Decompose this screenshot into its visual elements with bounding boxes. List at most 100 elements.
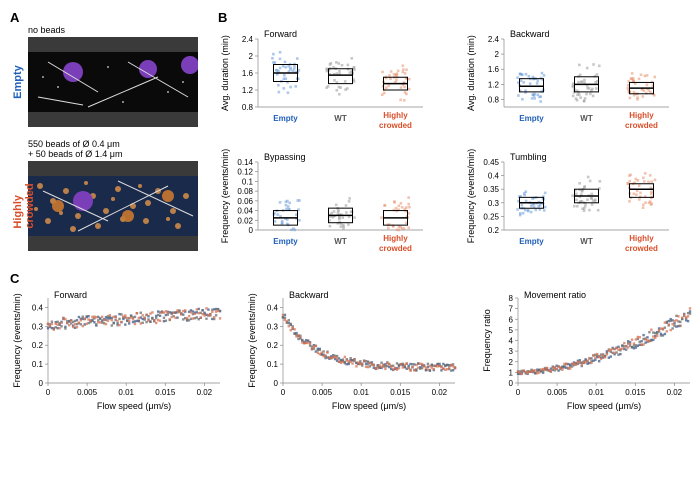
svg-text:Frequency (events/min): Frequency (events/min) [247, 293, 257, 388]
svg-text:Highly: Highly [383, 234, 408, 243]
svg-text:Bypassing: Bypassing [264, 152, 306, 162]
figure-container: A no beads Empty [10, 10, 690, 414]
svg-text:0.015: 0.015 [625, 388, 646, 397]
boxplot-backward: 0.81.21.622.4Avg. duration (min)Backward… [464, 25, 674, 135]
svg-text:0.02: 0.02 [197, 388, 213, 397]
boxplot-wrap-forward: 0.81.21.622.4Avg. duration (min)ForwardE… [218, 25, 444, 138]
panel-a: A no beads Empty [10, 10, 210, 263]
svg-text:1.6: 1.6 [488, 65, 500, 74]
svg-text:Frequency (events/min): Frequency (events/min) [220, 149, 230, 244]
svg-text:Flow speed (μm/s): Flow speed (μm/s) [97, 401, 171, 411]
svg-text:Backward: Backward [289, 290, 329, 300]
svg-text:6: 6 [509, 315, 514, 324]
sim-empty: Empty [28, 37, 198, 127]
svg-text:Highly: Highly [383, 111, 408, 120]
scatter-movement ratio: 01234567800.0050.010.0150.02Frequency ra… [480, 286, 695, 411]
boxplot-wrap-tumbling: 0.20.250.30.350.40.45Frequency (events/m… [464, 148, 690, 261]
panel-c: C 00.10.20.30.400.0050.010.0150.02Freque… [10, 271, 690, 414]
svg-text:0.14: 0.14 [237, 158, 253, 167]
svg-text:0: 0 [274, 379, 279, 388]
svg-text:2.4: 2.4 [488, 35, 500, 44]
svg-text:Highly: Highly [629, 111, 654, 120]
scatter-wrap-backward: 0 0.1 0.2 0.3 0.4 0 0.005 0.01 0.015 0.02 Frequenc… [245, 286, 460, 414]
svg-text:0: 0 [509, 379, 514, 388]
svg-text:0: 0 [249, 226, 254, 235]
svg-text:Empty: Empty [519, 237, 544, 246]
empty-side-label: Empty [12, 65, 24, 99]
svg-text:WT: WT [334, 237, 347, 246]
svg-text:0.02: 0.02 [667, 388, 683, 397]
svg-text:0.3: 0.3 [32, 322, 44, 331]
panel-b: B 0.81.21.622.4Avg. duration (min)Forwar… [218, 10, 690, 263]
svg-text:2: 2 [249, 52, 254, 61]
scatter-row: 00.10.20.30.400.0050.010.0150.02Frequenc… [10, 286, 690, 414]
boxplot-wrap-bypassing: 00.020.040.060.080.10.120.14Frequency (e… [218, 148, 444, 261]
svg-text:WT: WT [580, 114, 593, 123]
svg-text:0: 0 [39, 379, 44, 388]
svg-text:7: 7 [509, 305, 514, 314]
scatter-wrap-forward: 00.10.20.30.400.0050.010.0150.02Frequenc… [10, 286, 225, 414]
svg-text:0.2: 0.2 [32, 341, 44, 350]
box-plots-grid: 0.8 1.2 1.6 2 2.4 Avg. duration (min) Forward E… [218, 25, 690, 261]
svg-text:2: 2 [495, 50, 500, 59]
svg-text:0.08: 0.08 [237, 187, 253, 196]
boxplot-bypassing: 00.020.040.060.080.10.120.14Frequency (e… [218, 148, 428, 258]
svg-text:0: 0 [516, 388, 521, 397]
crowded-caption: 550 beads of Ø 0.4 μm + 50 beads of Ø 1.… [28, 139, 210, 159]
svg-text:0.1: 0.1 [267, 360, 279, 369]
svg-text:0.3: 0.3 [488, 199, 500, 208]
svg-text:0.8: 0.8 [488, 95, 500, 104]
svg-text:0.005: 0.005 [77, 388, 98, 397]
svg-text:1: 1 [509, 368, 514, 377]
svg-text:0.01: 0.01 [118, 388, 134, 397]
svg-text:0.02: 0.02 [237, 216, 253, 225]
svg-text:Frequency (events/min): Frequency (events/min) [466, 149, 476, 244]
scatter-backward: 0 0.1 0.2 0.3 0.4 0 0.005 0.01 0.015 0.02 Frequenc… [245, 286, 460, 411]
svg-text:3: 3 [509, 347, 514, 356]
svg-text:1.2: 1.2 [488, 80, 500, 89]
svg-text:Empty: Empty [519, 114, 544, 123]
svg-text:Empty: Empty [273, 237, 298, 246]
svg-text:crowded: crowded [379, 244, 412, 253]
svg-text:0.4: 0.4 [32, 303, 44, 312]
svg-text:0: 0 [46, 388, 51, 397]
svg-text:1.6: 1.6 [242, 69, 254, 78]
svg-text:Flow speed (μm/s): Flow speed (μm/s) [567, 401, 641, 411]
svg-text:0.3: 0.3 [267, 322, 279, 331]
svg-text:0.45: 0.45 [483, 158, 499, 167]
svg-text:0.005: 0.005 [312, 388, 333, 397]
svg-text:0.005: 0.005 [547, 388, 568, 397]
svg-text:WT: WT [334, 114, 347, 123]
panel-a-label: A [10, 10, 210, 25]
svg-text:0.8: 0.8 [242, 103, 254, 112]
svg-text:Avg. duration (min): Avg. duration (min) [220, 35, 230, 111]
empty-caption: no beads [28, 25, 210, 35]
svg-text:0.12: 0.12 [237, 168, 253, 177]
svg-text:Forward: Forward [54, 290, 87, 300]
svg-text:Forward: Forward [264, 29, 297, 39]
svg-text:0.25: 0.25 [483, 212, 499, 221]
svg-text:crowded: crowded [625, 244, 658, 253]
svg-text:WT: WT [580, 237, 593, 246]
svg-text:Frequency ratio: Frequency ratio [482, 309, 492, 372]
svg-text:0.015: 0.015 [155, 388, 176, 397]
svg-text:Empty: Empty [273, 114, 298, 123]
svg-text:0.2: 0.2 [267, 341, 279, 350]
svg-text:Tumbling: Tumbling [510, 152, 547, 162]
svg-text:0: 0 [281, 388, 286, 397]
svg-text:Flow speed (μm/s): Flow speed (μm/s) [332, 401, 406, 411]
svg-text:0.015: 0.015 [390, 388, 411, 397]
svg-text:1.2: 1.2 [242, 86, 254, 95]
svg-text:0.4: 0.4 [488, 172, 500, 181]
panel-c-label: C [10, 271, 690, 286]
svg-text:0.04: 0.04 [237, 207, 253, 216]
svg-text:Highly: Highly [629, 234, 654, 243]
svg-text:Avg. duration (min): Avg. duration (min) [466, 35, 476, 111]
svg-text:0.1: 0.1 [242, 177, 254, 186]
svg-text:0.2: 0.2 [488, 226, 500, 235]
svg-text:0.4: 0.4 [267, 303, 279, 312]
svg-text:0.02: 0.02 [432, 388, 448, 397]
svg-text:0.01: 0.01 [353, 388, 369, 397]
svg-text:5: 5 [509, 326, 514, 335]
svg-text:Frequency (events/min): Frequency (events/min) [12, 293, 22, 388]
